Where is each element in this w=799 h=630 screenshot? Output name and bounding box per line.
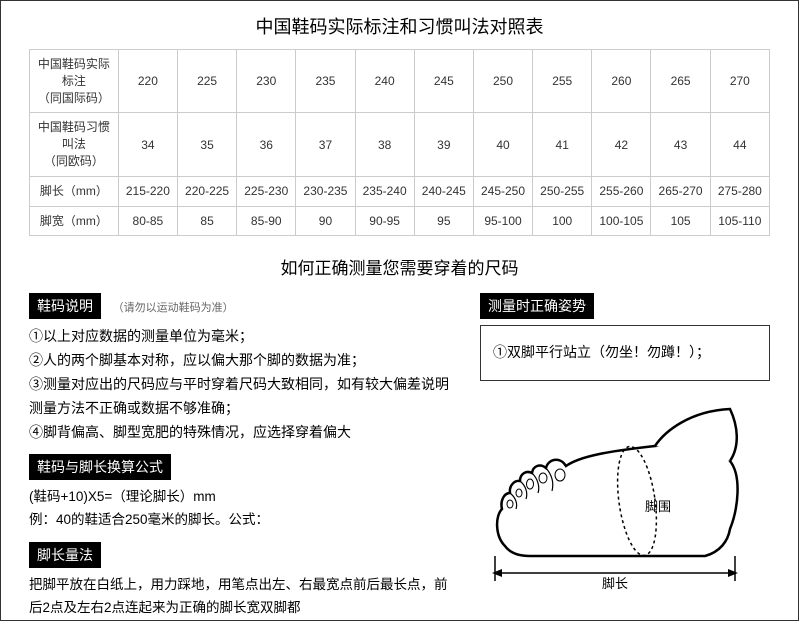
table-cell: 95-100: [473, 206, 532, 236]
table-cell: 40: [473, 113, 532, 176]
measure-subtitle: 如何正确测量您需要穿着的尺码: [29, 254, 770, 279]
table-cell: 230: [237, 50, 296, 113]
table-cell: 230-235: [296, 176, 355, 206]
table-cell: 42: [592, 113, 651, 176]
table-cell: 100: [533, 206, 592, 236]
main-title: 中国鞋码实际标注和习惯叫法对照表: [29, 13, 770, 39]
table-cell: 220: [118, 50, 177, 113]
conversion-formula-tag: 鞋码与脚长换算公式: [29, 454, 171, 480]
table-cell: 38: [355, 113, 414, 176]
table-cell: 41: [533, 113, 592, 176]
size-desc-tag: 鞋码说明: [29, 293, 101, 319]
table-cell: 35: [177, 113, 236, 176]
table-cell: 85: [177, 206, 236, 236]
table-cell: 85-90: [237, 206, 296, 236]
size-desc-text: ①以上对应数据的测量单位为毫米；②人的两个脚基本对称，应以偏大那个脚的数据为准；…: [29, 325, 450, 444]
table-cell: 100-105: [592, 206, 651, 236]
table-cell: 215-220: [118, 176, 177, 206]
table-cell: 105-110: [710, 206, 769, 236]
table-cell: 225: [177, 50, 236, 113]
table-cell: 255-260: [592, 176, 651, 206]
table-cell: 90: [296, 206, 355, 236]
table-row-header: 中国鞋码习惯叫法（同欧码）: [30, 113, 119, 176]
table-cell: 43: [651, 113, 710, 176]
posture-box: ①双脚平行站立（勿坐！勿蹲！）；: [480, 325, 770, 380]
table-cell: 275-280: [710, 176, 769, 206]
table-cell: 245: [414, 50, 473, 113]
table-cell: 95: [414, 206, 473, 236]
table-row-header: 脚宽（mm）: [30, 206, 119, 236]
table-cell: 34: [118, 113, 177, 176]
table-cell: 220-225: [177, 176, 236, 206]
table-cell: 105: [651, 206, 710, 236]
table-cell: 36: [237, 113, 296, 176]
foot-diagram: 脚围 脚长: [480, 401, 760, 591]
posture-text: ①双脚平行站立（勿坐！勿蹲！）；: [493, 344, 710, 360]
table-cell: 240-245: [414, 176, 473, 206]
table-cell: 265: [651, 50, 710, 113]
table-cell: 270: [710, 50, 769, 113]
table-cell: 80-85: [118, 206, 177, 236]
table-cell: 250: [473, 50, 532, 113]
table-cell: 265-270: [651, 176, 710, 206]
foot-length-label: 脚长: [602, 576, 628, 591]
table-cell: 225-230: [237, 176, 296, 206]
foot-length-method-tag: 脚长量法: [29, 542, 101, 568]
conversion-formula-text: (鞋码+10)X5=（理论脚长）mm例：40的鞋适合250毫米的脚长。公式：: [29, 486, 450, 532]
table-cell: 245-250: [473, 176, 532, 206]
table-cell: 250-255: [533, 176, 592, 206]
table-cell: 260: [592, 50, 651, 113]
table-cell: 90-95: [355, 206, 414, 236]
foot-length-method-text: 把脚平放在白纸上，用力踩地，用笔点出左、右最宽点前后最长点，前后2点及左右2点连…: [29, 574, 450, 620]
table-cell: 39: [414, 113, 473, 176]
table-row-header: 脚长（mm）: [30, 176, 119, 206]
size-desc-note: （请勿以运动鞋码为准）: [113, 302, 234, 314]
size-chart-table: 中国鞋码实际标注（同国际码）22022523023524024525025526…: [29, 49, 770, 236]
posture-tag: 测量时正确姿势: [480, 293, 594, 319]
table-cell: 240: [355, 50, 414, 113]
foot-circumference-label: 脚围: [645, 499, 671, 514]
table-cell: 235-240: [355, 176, 414, 206]
table-cell: 235: [296, 50, 355, 113]
table-cell: 255: [533, 50, 592, 113]
table-cell: 37: [296, 113, 355, 176]
table-cell: 44: [710, 113, 769, 176]
table-row-header: 中国鞋码实际标注（同国际码）: [30, 50, 119, 113]
